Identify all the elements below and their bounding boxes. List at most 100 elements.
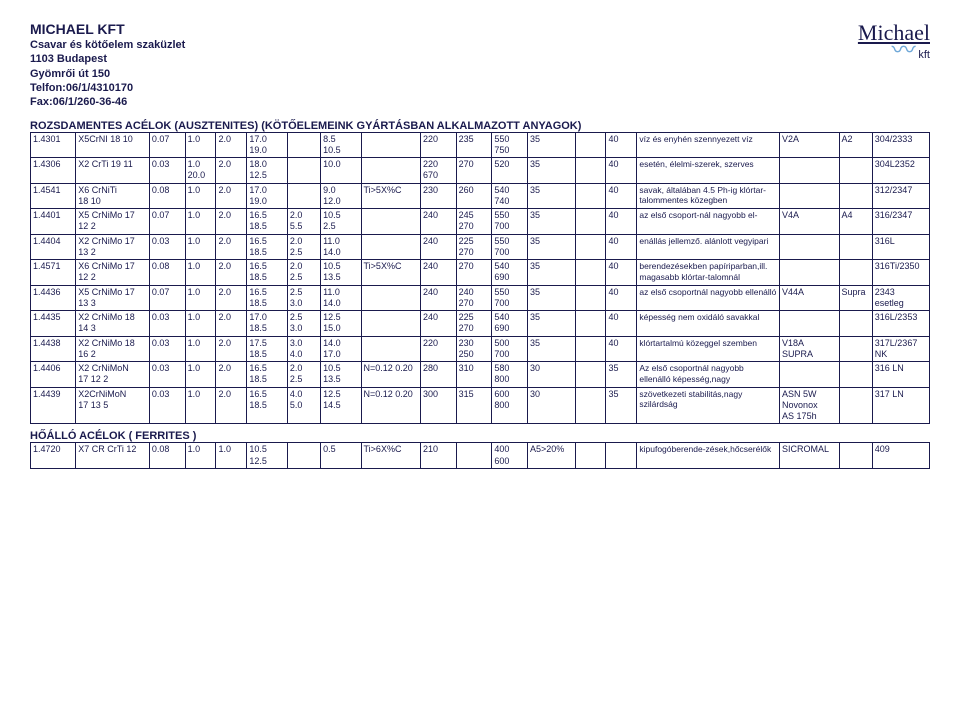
table-row: 1.4541X6 CrNiTi18 100.081.02.017.019.09.… xyxy=(31,183,930,209)
cell-c1: X5 CrNiMo 1712 2 xyxy=(76,209,150,235)
cell-c6: 4.05.0 xyxy=(287,387,320,424)
cell-c14 xyxy=(606,443,637,469)
cell-c6: 2.53.0 xyxy=(287,285,320,311)
cell-c4: 2.0 xyxy=(216,336,247,362)
cell-c5: 16.518.5 xyxy=(247,234,287,260)
cell-c8 xyxy=(361,209,420,235)
cell-c1: X7 CR CrTi 12 xyxy=(76,443,150,469)
cell-c1: X2 CrNiMo 1814 3 xyxy=(76,311,150,337)
cell-c14: 40 xyxy=(606,132,637,158)
cell-c1: X6 CrNiMo 1712 2 xyxy=(76,260,150,286)
cell-c0: 1.4571 xyxy=(31,260,76,286)
cell-c10: 240270 xyxy=(456,285,492,311)
cell-c18: 317L/2367NK xyxy=(872,336,929,362)
section-title-austenites: ROZSDAMENTES ACÉLOK (AUSZTENITES) (KÖTŐE… xyxy=(30,120,930,132)
cell-c12: 35 xyxy=(527,209,575,235)
table-row: 1.4436X5 CrNiMo 1713 30.071.02.016.518.5… xyxy=(31,285,930,311)
cell-c11: 550700 xyxy=(492,234,528,260)
logo: Michael 〰 kft xyxy=(858,20,930,61)
cell-c8: Ti>5X%C xyxy=(361,183,420,209)
cell-c11: 540690 xyxy=(492,311,528,337)
cell-c0: 1.4306 xyxy=(31,158,76,184)
cell-c0: 1.4435 xyxy=(31,311,76,337)
cell-c6: 2.02.5 xyxy=(287,234,320,260)
cell-c5: 17.019.0 xyxy=(247,183,287,209)
cell-c4: 2.0 xyxy=(216,362,247,388)
cell-c18: 304L2352 xyxy=(872,158,929,184)
cell-c18: 2343esetleg xyxy=(872,285,929,311)
cell-c3: 1.0 xyxy=(185,443,216,469)
cell-c7: 11.014.0 xyxy=(321,234,361,260)
cell-n: berendezésekben papíriparban,ill. magasa… xyxy=(637,260,780,286)
cell-c5: 16.518.5 xyxy=(247,260,287,286)
cell-c4: 2.0 xyxy=(216,260,247,286)
cell-c14: 40 xyxy=(606,336,637,362)
cell-c10: 245270 xyxy=(456,209,492,235)
cell-c12: 35 xyxy=(527,234,575,260)
cell-c16 xyxy=(780,234,839,260)
cell-c2: 0.03 xyxy=(149,387,185,424)
cell-c14: 40 xyxy=(606,183,637,209)
cell-c8 xyxy=(361,132,420,158)
cell-c0: 1.4541 xyxy=(31,183,76,209)
cell-c4: 2.0 xyxy=(216,311,247,337)
cell-c10: 225270 xyxy=(456,234,492,260)
cell-c5: 10.512.5 xyxy=(247,443,287,469)
cell-c6 xyxy=(287,183,320,209)
cell-c6 xyxy=(287,443,320,469)
cell-c7: 0.5 xyxy=(321,443,361,469)
cell-c7: 10.513.5 xyxy=(321,362,361,388)
cell-c14: 40 xyxy=(606,234,637,260)
cell-c14: 35 xyxy=(606,362,637,388)
cell-c2: 0.03 xyxy=(149,336,185,362)
cell-c12: 30 xyxy=(527,387,575,424)
cell-c10: 315 xyxy=(456,387,492,424)
cell-c14: 40 xyxy=(606,311,637,337)
cell-c7: 11.014.0 xyxy=(321,285,361,311)
company-tel: Telfon:06/1/4310170 xyxy=(30,81,185,95)
cell-c2: 0.03 xyxy=(149,311,185,337)
ferrite-table: 1.4720X7 CR CrTi 120.081.01.010.512.50.5… xyxy=(30,442,930,469)
cell-c8 xyxy=(361,285,420,311)
cell-c9: 220670 xyxy=(420,158,456,184)
cell-c11: 540740 xyxy=(492,183,528,209)
cell-c16: V4A xyxy=(780,209,839,235)
cell-c2: 0.07 xyxy=(149,285,185,311)
cell-c3: 1.020.0 xyxy=(185,158,216,184)
cell-c17: Supra xyxy=(839,285,872,311)
table-row: 1.4439X2CrNiMoN17 13 50.031.02.016.518.5… xyxy=(31,387,930,424)
cell-c9: 210 xyxy=(420,443,456,469)
cell-c7: 10.513.5 xyxy=(321,260,361,286)
cell-c7: 12.515.0 xyxy=(321,311,361,337)
cell-n: szövetkezeti stabilitás,nagy szilárdság xyxy=(637,387,780,424)
cell-c7: 10.52.5 xyxy=(321,209,361,235)
cell-c2: 0.03 xyxy=(149,234,185,260)
table-row: 1.4306X2 CrTi 19 110.031.020.02.018.012.… xyxy=(31,158,930,184)
cell-c12: 35 xyxy=(527,183,575,209)
cell-c1: X2 CrNiMo 1713 2 xyxy=(76,234,150,260)
cell-c8 xyxy=(361,158,420,184)
cell-c5: 18.012.5 xyxy=(247,158,287,184)
cell-c18: 312/2347 xyxy=(872,183,929,209)
cell-c13 xyxy=(575,311,606,337)
cell-c13 xyxy=(575,336,606,362)
cell-c3: 1.0 xyxy=(185,209,216,235)
cell-c17 xyxy=(839,183,872,209)
cell-c6: 2.53.0 xyxy=(287,311,320,337)
cell-c4: 2.0 xyxy=(216,132,247,158)
cell-c10: 230250 xyxy=(456,336,492,362)
cell-c12: 30 xyxy=(527,362,575,388)
cell-c10: 260 xyxy=(456,183,492,209)
cell-c1: X2CrNiMoN17 13 5 xyxy=(76,387,150,424)
cell-n: képesség nem oxidáló savakkal xyxy=(637,311,780,337)
cell-c16 xyxy=(780,362,839,388)
cell-c2: 0.08 xyxy=(149,443,185,469)
cell-c16 xyxy=(780,183,839,209)
cell-c9: 230 xyxy=(420,183,456,209)
company-subtitle: Csavar és kötőelem szaküzlet xyxy=(30,38,185,52)
cell-n: Az első csoportnál nagyobb ellenálló kép… xyxy=(637,362,780,388)
cell-c10: 270 xyxy=(456,260,492,286)
cell-c16: ASN 5WNovonoxAS 175h xyxy=(780,387,839,424)
austenite-table: 1.4301X5CrNI 18 100.071.02.017.019.08.51… xyxy=(30,132,930,425)
cell-c3: 1.0 xyxy=(185,387,216,424)
